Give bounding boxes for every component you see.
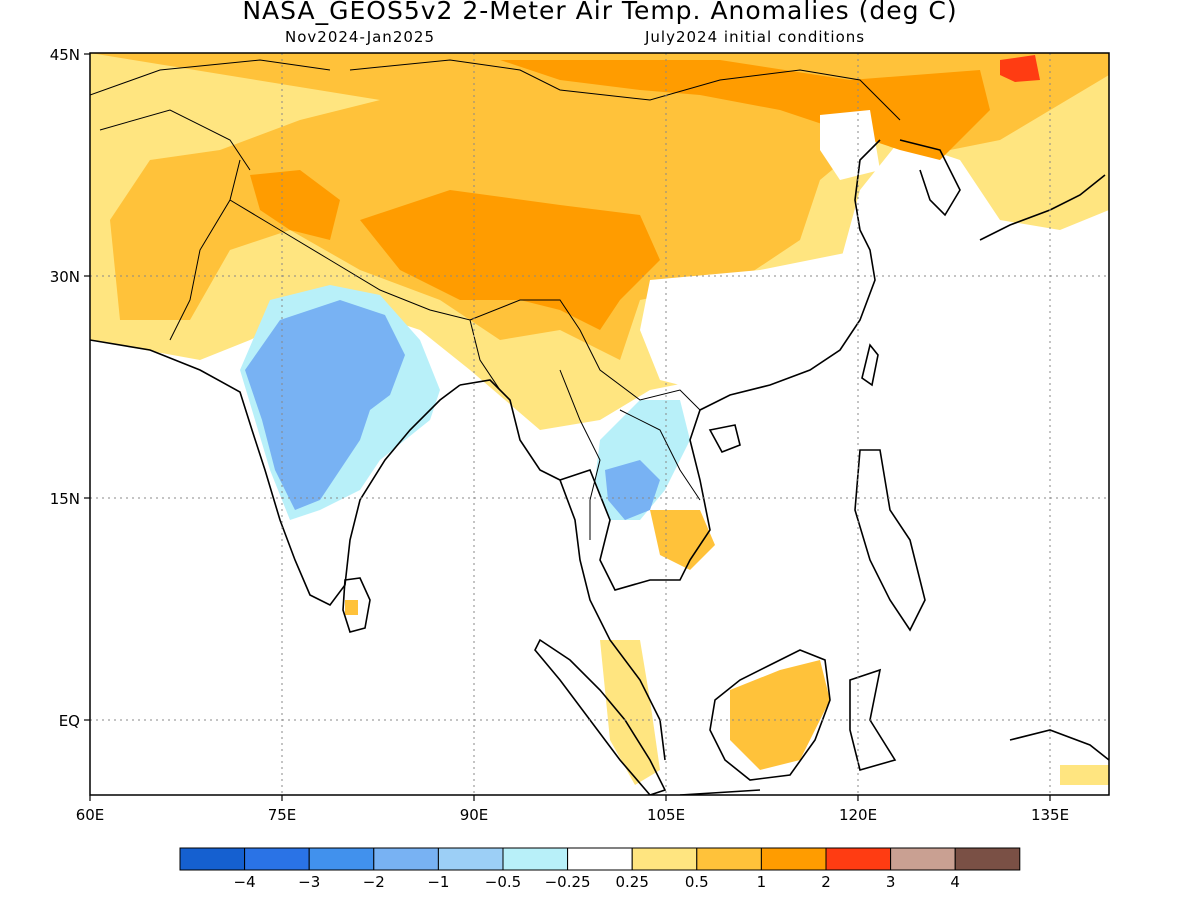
colorbar-swatch	[696, 847, 762, 871]
map-frame	[89, 52, 1110, 796]
colorbar-swatch	[308, 847, 375, 871]
colorbar-swatch	[437, 847, 504, 871]
coastline-hainan	[708, 424, 741, 454]
cold-shade-indochina	[605, 460, 660, 520]
warm-patch-srilanka	[345, 600, 358, 615]
neutral-east-china	[640, 250, 880, 395]
x-tick-60e: 60E	[76, 806, 105, 824]
coastlines	[90, 139, 1109, 795]
coastline-india	[90, 339, 461, 607]
anomaly-shade-red	[1000, 55, 1040, 82]
cold-shade-india	[245, 300, 405, 510]
coastline-new-guinea	[1009, 729, 1109, 761]
x-tick-120e: 120E	[839, 806, 877, 824]
x-tick-90e: 90E	[460, 806, 489, 824]
y-tick-15n: 15N	[50, 490, 80, 508]
border-bangladesh	[469, 319, 501, 391]
colorbar-tick-label: −0.25	[545, 873, 591, 891]
y-tick-45n: 45N	[50, 46, 80, 64]
coastline-sumatra	[534, 638, 667, 795]
border-laos-vietnam	[619, 409, 701, 501]
colorbar-swatch	[825, 847, 892, 871]
colorbar-swatch	[567, 847, 633, 871]
colorbar-tick-label: −1	[427, 873, 449, 891]
border-afghanistan	[99, 109, 251, 171]
coastline-philippines	[854, 449, 926, 632]
border-central-asia	[90, 59, 331, 96]
warm-patch-borneo	[730, 660, 830, 770]
x-tick-135e: 135E	[1031, 806, 1069, 824]
colorbar-tick-label: 0.25	[615, 873, 648, 891]
warm-patch-sumatra	[600, 640, 660, 785]
border-india-pakistan	[169, 159, 241, 341]
colorbar-tick-label: 0.5	[685, 873, 709, 891]
colorbar-swatch	[373, 847, 439, 871]
warm-patch-vietnam	[650, 510, 715, 570]
colorbar-tick-label: 3	[886, 873, 896, 891]
y-axis-labels: 45N 30N 15N EQ	[50, 46, 80, 730]
colorbar-tick-label: −2	[363, 873, 385, 891]
colorbar-swatch	[890, 847, 956, 871]
initial-conditions: July2024 initial conditions	[645, 28, 866, 46]
border-myanmar-thailand	[559, 369, 601, 540]
x-axis-labels: 60E 75E 90E 105E 120E 135E	[76, 806, 1069, 824]
coastline-java	[679, 789, 761, 795]
colorbar-tick-label: −3	[298, 873, 320, 891]
colorbar-tick-label: −4	[234, 873, 256, 891]
y-tick-eq: EQ	[59, 712, 80, 730]
y-tick-30n: 30N	[50, 268, 80, 286]
forecast-period: Nov2024-Jan2025	[285, 28, 435, 46]
warm-patch-new-guinea	[1060, 765, 1109, 785]
colorbar-swatch	[502, 847, 569, 871]
anomaly-field	[90, 53, 1109, 785]
coastline-srilanka	[342, 577, 371, 633]
coastline-sulawesi	[849, 668, 897, 771]
colorbar-swatch	[179, 847, 246, 871]
colorbar-swatch	[244, 847, 310, 871]
colorbar-tick-label: 1	[757, 873, 767, 891]
neutral-northeast	[820, 110, 880, 180]
x-tick-105e: 105E	[647, 806, 685, 824]
anomaly-shade-tibet	[360, 190, 660, 330]
colorbar-tick-label: 2	[821, 873, 831, 891]
border-himalaya	[229, 199, 701, 411]
colorbar-swatch	[954, 847, 1021, 871]
border-china-mongolia	[349, 59, 901, 121]
coastline-korea	[899, 139, 961, 217]
coastline-myanmar	[459, 379, 666, 761]
tick-marks	[84, 53, 1051, 801]
country-borders	[90, 59, 901, 540]
chart-title: NASA_GEOS5v2 2-Meter Air Temp. Anomalies…	[242, 0, 958, 25]
colorbar-tick-label: 4	[950, 873, 960, 891]
colorbar-swatch	[631, 847, 698, 871]
anomaly-shade-kashmir	[250, 170, 340, 240]
coastline-taiwan	[861, 343, 879, 387]
gridlines	[90, 53, 1109, 795]
x-tick-75e: 75E	[268, 806, 297, 824]
colorbar-swatch	[760, 847, 827, 871]
colorbar-tick-label: −0.5	[485, 873, 521, 891]
colorbar: −4 −3 −2 −1 −0.5 −0.25 0.25 0.5 1 2 3 4	[179, 847, 1021, 891]
